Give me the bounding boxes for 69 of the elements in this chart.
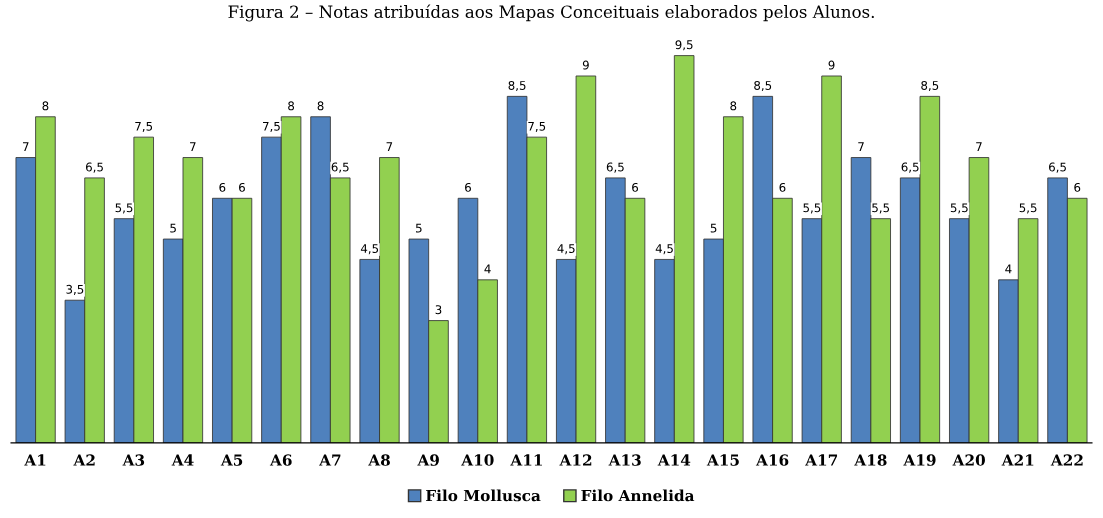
data-label: 7,5 <box>135 121 153 132</box>
x-tick-label: A2 <box>73 454 95 466</box>
data-label: 8 <box>317 101 324 111</box>
data-label: 3 <box>435 305 442 315</box>
chart-title: Figura 2 – Notas atribuídas aos Mapas Conceituais elaborados pelos Alunos. <box>228 4 874 22</box>
data-label: 6,5 <box>1049 162 1066 173</box>
x-tick-label: A6 <box>269 454 292 466</box>
data-label: 5 <box>710 223 717 233</box>
data-label: 6 <box>1074 182 1081 192</box>
data-label: 6 <box>219 182 226 192</box>
data-label: 5,5 <box>115 203 133 214</box>
data-label: 7 <box>858 142 864 151</box>
data-label: 9,5 <box>675 40 693 51</box>
data-label: 6,5 <box>331 162 349 173</box>
data-label: 6 <box>779 182 786 192</box>
data-label: 5 <box>170 223 176 233</box>
x-tick-label: A15 <box>706 454 739 466</box>
data-label: 5 <box>415 223 422 233</box>
data-label: 8,5 <box>754 80 772 92</box>
x-tick-label: A22 <box>1050 454 1083 466</box>
data-label: 4 <box>1005 264 1012 274</box>
data-label: 6,5 <box>901 162 919 173</box>
data-label: 6 <box>239 182 245 192</box>
x-tick-label: A19 <box>903 454 936 466</box>
data-label: 8 <box>42 101 49 111</box>
legend-label: Filo Annelida <box>581 489 695 502</box>
x-tick-label: A18 <box>854 454 887 466</box>
data-label: 6 <box>465 182 471 192</box>
data-label: 8 <box>288 101 295 111</box>
x-tick-label: A1 <box>24 454 46 466</box>
data-label: 4,5 <box>360 244 379 255</box>
x-tick-label: A4 <box>171 454 194 466</box>
x-tick-label: A16 <box>755 454 789 466</box>
data-label: 7,5 <box>263 121 280 132</box>
data-label: 7,5 <box>528 121 546 132</box>
data-label: 7 <box>22 142 29 151</box>
data-label: 8,5 <box>921 80 939 92</box>
data-label: 4 <box>484 264 491 274</box>
data-label: 5,5 <box>950 203 968 214</box>
data-label: 9 <box>582 60 589 70</box>
data-label: 5,5 <box>803 203 821 214</box>
data-label: 5,5 <box>1019 203 1037 214</box>
x-tick-label: A21 <box>1001 454 1034 466</box>
x-tick-label: A12 <box>559 454 592 466</box>
x-tick-label: A17 <box>805 454 838 466</box>
x-tick-label: A20 <box>952 454 985 466</box>
x-tick-label: A14 <box>657 454 691 466</box>
data-label: 7 <box>976 142 982 151</box>
data-label: 6,5 <box>606 162 624 173</box>
data-label: 6,5 <box>85 162 103 173</box>
data-label: 3,5 <box>66 284 84 295</box>
x-tick-label: A7 <box>319 454 341 466</box>
x-tick-label: A13 <box>608 454 641 466</box>
data-label: 7 <box>190 142 196 151</box>
data-label: 5,5 <box>872 203 890 214</box>
data-label: 9 <box>828 60 835 70</box>
x-tick-label: A10 <box>461 454 494 466</box>
data-label: 4,5 <box>557 244 575 255</box>
data-label: 7 <box>386 142 393 151</box>
data-label: 4,5 <box>655 244 673 255</box>
data-label: 6 <box>632 182 639 192</box>
x-tick-label: A8 <box>368 454 390 466</box>
data-label: 8 <box>730 101 737 111</box>
x-tick-label: A3 <box>122 454 145 466</box>
legend-label: Filo Mollusca <box>426 489 541 502</box>
data-label: 8,5 <box>508 80 526 92</box>
x-tick-label: A5 <box>220 454 243 466</box>
x-tick-label: A11 <box>510 454 542 466</box>
x-tick-label: A9 <box>417 454 439 466</box>
